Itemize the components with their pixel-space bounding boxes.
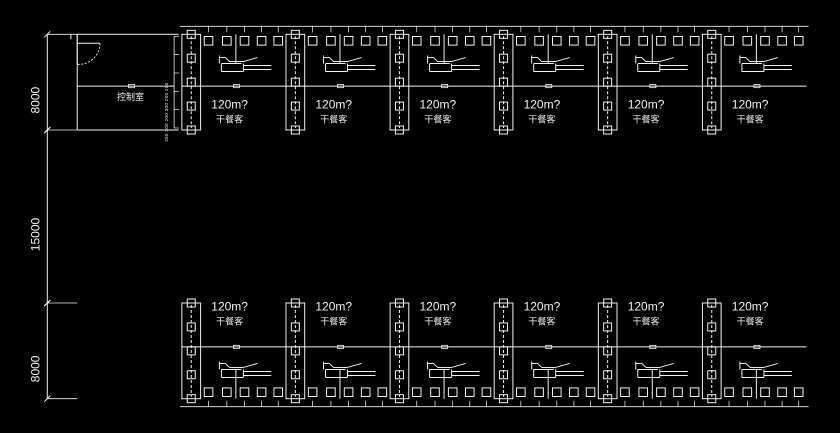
svg-text:干餐客: 干餐客 — [320, 315, 347, 326]
svg-text:干餐客: 干餐客 — [528, 113, 555, 124]
svg-text:120m?: 120m? — [419, 300, 456, 314]
svg-text:干餐客: 干餐客 — [528, 315, 555, 326]
svg-text:120m?: 120m? — [524, 98, 561, 112]
svg-text:干餐客: 干餐客 — [320, 113, 347, 124]
svg-text:200 300 200 300 200 200: 200 300 200 300 200 200 — [164, 82, 169, 141]
svg-text:干餐客: 干餐客 — [216, 113, 243, 124]
svg-text:120m?: 120m? — [628, 300, 665, 314]
svg-text:120m?: 120m? — [732, 98, 769, 112]
svg-text:120m?: 120m? — [211, 98, 248, 112]
svg-text:120m?: 120m? — [732, 300, 769, 314]
svg-text:干餐客: 干餐客 — [737, 113, 764, 124]
svg-text:控制室: 控制室 — [117, 91, 144, 102]
svg-text:120m?: 120m? — [524, 300, 561, 314]
svg-text:干餐客: 干餐客 — [216, 315, 243, 326]
svg-text:120m?: 120m? — [628, 98, 665, 112]
svg-text:120m?: 120m? — [315, 98, 352, 112]
svg-text:8000: 8000 — [28, 355, 42, 382]
svg-text:120m?: 120m? — [419, 98, 456, 112]
svg-text:15000: 15000 — [28, 217, 42, 251]
svg-text:干餐客: 干餐客 — [424, 113, 451, 124]
svg-text:干餐客: 干餐客 — [633, 315, 660, 326]
svg-text:干餐客: 干餐客 — [424, 315, 451, 326]
svg-text:干餐客: 干餐客 — [633, 113, 660, 124]
svg-text:120m?: 120m? — [315, 300, 352, 314]
svg-text:8000: 8000 — [28, 86, 42, 113]
svg-text:干餐客: 干餐客 — [737, 315, 764, 326]
svg-text:120m?: 120m? — [211, 300, 248, 314]
